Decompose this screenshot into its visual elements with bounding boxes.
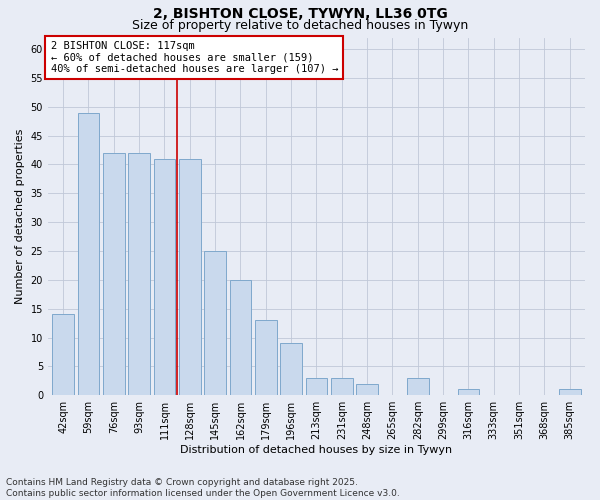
X-axis label: Distribution of detached houses by size in Tywyn: Distribution of detached houses by size … <box>181 445 452 455</box>
Bar <box>103 153 125 395</box>
Bar <box>559 390 581 395</box>
Bar <box>305 378 327 395</box>
Bar <box>128 153 150 395</box>
Bar <box>331 378 353 395</box>
Bar <box>179 158 200 395</box>
Bar <box>356 384 378 395</box>
Bar <box>52 314 74 395</box>
Bar <box>255 320 277 395</box>
Y-axis label: Number of detached properties: Number of detached properties <box>15 128 25 304</box>
Bar <box>205 251 226 395</box>
Bar <box>154 158 175 395</box>
Text: Size of property relative to detached houses in Tywyn: Size of property relative to detached ho… <box>132 18 468 32</box>
Bar <box>407 378 428 395</box>
Text: 2 BISHTON CLOSE: 117sqm
← 60% of detached houses are smaller (159)
40% of semi-d: 2 BISHTON CLOSE: 117sqm ← 60% of detache… <box>50 41 338 74</box>
Bar <box>230 280 251 395</box>
Bar <box>280 344 302 395</box>
Bar <box>458 390 479 395</box>
Text: 2, BISHTON CLOSE, TYWYN, LL36 0TG: 2, BISHTON CLOSE, TYWYN, LL36 0TG <box>152 8 448 22</box>
Text: Contains HM Land Registry data © Crown copyright and database right 2025.
Contai: Contains HM Land Registry data © Crown c… <box>6 478 400 498</box>
Bar <box>77 112 99 395</box>
